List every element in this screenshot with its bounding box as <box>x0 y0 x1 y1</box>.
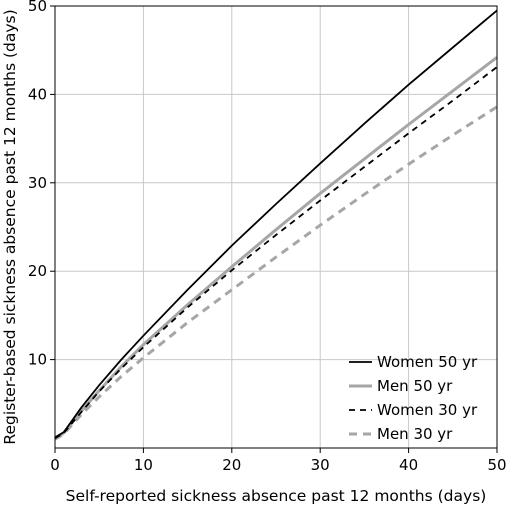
legend-item: Women 50 yr <box>349 353 478 371</box>
axis-ticks: 0 10 20 30 40 50 10 20 30 40 50 <box>28 0 506 474</box>
legend-label: Women 50 yr <box>377 353 478 371</box>
x-tick-label: 40 <box>399 456 418 474</box>
series-line-men-50-yr <box>54 56 498 440</box>
legend-item: Women 30 yr <box>349 401 478 419</box>
y-axis-label: Register-based sickness absence past 12 … <box>1 9 19 444</box>
legend-item: Men 30 yr <box>349 425 453 443</box>
y-tick-label: 30 <box>28 174 47 192</box>
y-tick-label: 40 <box>28 85 47 103</box>
x-tick-label: 20 <box>222 456 241 474</box>
legend: Women 50 yr Men 50 yr Women 30 yr Men 30 yr <box>349 353 478 443</box>
x-tick-label: 10 <box>134 456 153 474</box>
series-layer <box>54 9 498 441</box>
legend-label: Men 50 yr <box>377 377 453 395</box>
legend-label: Men 30 yr <box>377 425 453 443</box>
legend-item: Men 50 yr <box>349 377 453 395</box>
x-tick-label: 0 <box>50 456 60 474</box>
x-tick-label: 50 <box>487 456 506 474</box>
x-axis-label: Self-reported sickness absence past 12 m… <box>66 487 487 505</box>
series-line-women-50-yr <box>54 9 498 439</box>
plot-frame <box>54 5 498 449</box>
y-tick-label: 20 <box>28 262 47 280</box>
y-tick-label: 50 <box>28 0 47 15</box>
x-tick-label: 30 <box>311 456 330 474</box>
legend-label: Women 30 yr <box>377 401 478 419</box>
y-tick-label: 10 <box>28 351 47 369</box>
